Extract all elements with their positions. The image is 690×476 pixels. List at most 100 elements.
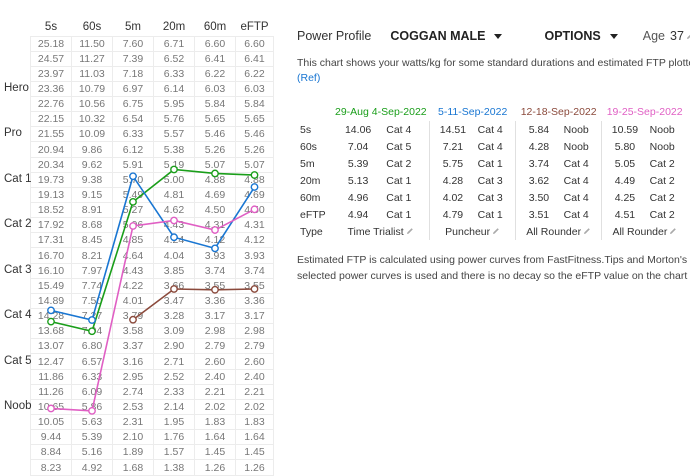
grid-column-header: 20m (162, 20, 186, 33)
grid-cell: 13.68 (30, 323, 72, 340)
results-table: 29-Aug 4-Sep-2022 5-11-Sep-2022 12-18-Sep-… (297, 103, 688, 240)
grid-row: 22.76 10.56 6.75 5.95 5.84 5.84 (30, 96, 274, 113)
grid-cell: 10.09 (71, 126, 113, 143)
grid-cell: 4.31 (194, 217, 236, 234)
level-label: Noob (4, 399, 32, 412)
grid-cell: 2.33 (153, 383, 195, 400)
grid-cell: 10.79 (71, 80, 113, 98)
grid-cell: 3.93 (194, 247, 236, 264)
wkg-value: 14.51 (429, 121, 476, 138)
category-value: Cat 4 (563, 157, 589, 170)
grid-cell: 7.39 (112, 50, 154, 67)
grid-cell: 4.85 (112, 232, 154, 249)
grid-cell: 11.86 (30, 368, 72, 385)
grid-cell: 4.92 (71, 459, 113, 476)
grid-cell: 4.88 (194, 171, 236, 188)
grid-cell: 5.95 (153, 96, 195, 113)
wkg-value: 3.62 (515, 172, 562, 189)
grid-cell: 4.62 (153, 202, 195, 219)
grid-cell: 23.36 (30, 80, 72, 98)
profile-dropdown[interactable]: COGGAN MALE (390, 29, 503, 43)
grid-cell: 6.75 (112, 96, 154, 113)
grid-cell: 3.66 (153, 277, 195, 294)
grid-cell: 6.33 (112, 126, 154, 143)
wkg-value: 4.79 (429, 206, 476, 223)
grid-cell: 7.50 (71, 292, 113, 310)
grid-cell: 4.81 (153, 186, 195, 204)
grid-row: 8.84 5.16 1.89 1.57 1.45 1.45 (30, 444, 274, 461)
grid-cell: 16.10 (30, 262, 72, 279)
grid-cell: 6.52 (153, 50, 195, 67)
duration-label: 20m (300, 174, 321, 187)
grid-row: 20.34 9.62 5.91 5.19 5.07 5.07 (30, 156, 274, 173)
grid-cell: 4.50 (235, 202, 274, 219)
grid-cell: 5.84 (194, 96, 236, 113)
grid-cell: 3.79 (112, 308, 154, 325)
grid-row: 14.28 7.27 3.79 3.28 3.17 3.17 (30, 308, 274, 325)
pencil-icon[interactable] (492, 227, 500, 235)
grid-cell: 5.63 (71, 414, 113, 431)
level-label: Cat 2 (4, 218, 32, 231)
wkg-value: 5.75 (429, 155, 476, 172)
grid-cell: 7.74 (71, 277, 113, 294)
grid-cell: 2.21 (235, 383, 274, 400)
grid-cell: 6.33 (71, 368, 113, 385)
grid-cell: 6.03 (194, 80, 236, 98)
grid-cell: 6.57 (71, 353, 113, 370)
pencil-icon[interactable] (583, 227, 591, 235)
caret-down-icon (609, 33, 618, 39)
grid-cell: 2.90 (153, 338, 195, 355)
grid-cell: 5.76 (153, 111, 195, 128)
grid-cell: 4.64 (112, 247, 154, 264)
grid-cell: 5.65 (235, 111, 274, 128)
pencil-icon[interactable] (686, 32, 690, 40)
grid-column-header: eFTP (240, 20, 269, 33)
pencil-icon[interactable] (406, 227, 414, 235)
grid-cell: 7.04 (71, 323, 113, 340)
wkg-value: 4.02 (429, 189, 476, 206)
pencil-icon[interactable] (669, 227, 677, 235)
grid-cell: 1.68 (112, 459, 154, 476)
grid-cell: 2.52 (153, 368, 195, 385)
period-header: 5-11-Sep-2022 (438, 106, 508, 118)
description-line: This chart shows your watts/kg for some … (297, 57, 690, 69)
description: This chart shows your watts/kg for some … (297, 56, 690, 86)
grid-cell: 2.40 (235, 368, 274, 385)
type-label: Type (300, 225, 323, 238)
ref-link[interactable]: (Ref) (297, 72, 321, 84)
grid-cell: 2.98 (235, 323, 274, 340)
duration-label: 5s (300, 123, 312, 136)
grid-row: 9.44 5.39 2.10 1.76 1.64 1.64 (30, 429, 274, 446)
grid-cell: 6.97 (112, 80, 154, 98)
grid-cell: 7.27 (71, 308, 113, 325)
options-dropdown[interactable]: OPTIONS (544, 29, 618, 43)
category-value: Cat 1 (386, 208, 412, 221)
category-value: Cat 4 (386, 123, 412, 136)
grid-cell: 5.00 (153, 171, 195, 188)
category-value: Cat 2 (649, 174, 675, 187)
grid-cell: 6.03 (235, 80, 274, 98)
results-row: 5s 14.06 Cat 4 14.51 Cat 4 5.84 Noob 10.59 Noob (297, 121, 688, 138)
grid-cell: 5.57 (153, 126, 195, 143)
grid-row: 16.10 7.97 4.43 3.85 3.74 3.74 (30, 262, 274, 279)
grid-cell: 5.91 (112, 156, 154, 173)
grid-row: 17.31 8.45 4.85 4.24 4.12 4.12 (30, 232, 274, 249)
grid-cell: 5.84 (235, 96, 274, 113)
grid-row: 22.15 10.32 6.54 5.76 5.65 5.65 (30, 111, 274, 128)
grid-cell: 6.54 (112, 111, 154, 128)
wkg-value: 4.25 (601, 189, 648, 206)
age-value[interactable]: 37 (670, 29, 684, 43)
grid-cell: 9.44 (30, 429, 72, 446)
grid-cell: 1.26 (235, 459, 274, 476)
grid-row: 16.70 8.21 4.64 4.04 3.93 3.93 (30, 247, 274, 264)
grid-cell: 18.52 (30, 202, 72, 219)
period-header: 12-18-Sep-2022 (520, 106, 597, 118)
grid-cell: 6.22 (194, 65, 236, 82)
wkg-value: 5.39 (347, 157, 369, 170)
footnote-line: selected power curves is used and there … (297, 269, 690, 282)
grid-cell: 2.53 (112, 398, 154, 416)
grid-row: 13.68 7.04 3.58 3.09 2.98 2.98 (30, 323, 274, 340)
grid-cell: 11.26 (30, 383, 72, 400)
category-value: Cat 2 (649, 157, 675, 170)
grid-cell: 3.37 (112, 338, 154, 355)
